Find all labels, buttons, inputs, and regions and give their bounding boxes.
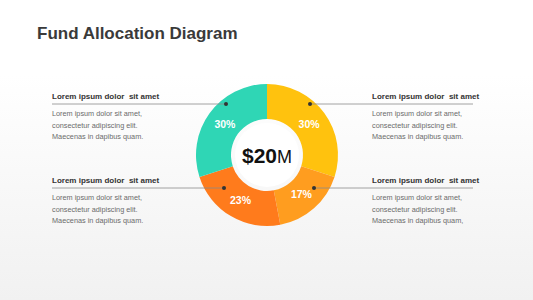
donut: $20M 30% 17% 23% 30% bbox=[196, 84, 338, 226]
leader-line bbox=[52, 104, 226, 105]
chart: Fund Allocation Diagram$20M30%17%23%30%L… bbox=[0, 0, 533, 300]
leader-line bbox=[310, 104, 473, 105]
leader-dot bbox=[222, 186, 226, 190]
leader-dot bbox=[224, 102, 228, 106]
annotation-text: Lorem ipsum dolor sit amet, bbox=[372, 193, 462, 202]
annotation-text: Lorem ipsum dolor sit amet, bbox=[52, 193, 142, 202]
annotation: Lorem ipsum dolor sit amet Lorem ipsum do… bbox=[52, 92, 228, 141]
center-label: $20M bbox=[242, 144, 292, 167]
annotation-text: Maecenas in dapibus quam, bbox=[372, 216, 463, 225]
annotation-heading: Lorem ipsum dolor sit amet bbox=[52, 176, 159, 185]
annotation-text: Lorem ipsum dolor sit amet, bbox=[52, 109, 142, 118]
annotation-text: consectetur adipiscing elit. bbox=[52, 121, 138, 130]
leader-line bbox=[52, 188, 224, 189]
annotation-heading: Lorem ipsum dolor sit amet bbox=[372, 176, 479, 185]
center-disc bbox=[235, 123, 299, 187]
leader-dot bbox=[308, 102, 312, 106]
annotation: Lorem ipsum dolor sit amet Lorem ipsum do… bbox=[312, 176, 479, 225]
data-label: 23% bbox=[230, 194, 252, 206]
data-label: 30% bbox=[214, 118, 236, 130]
annotation-text: Maecenas in dapibus quam. bbox=[372, 132, 463, 141]
annotation-text: Maecenas in dapibus quam. bbox=[52, 132, 143, 141]
data-label: 30% bbox=[299, 118, 321, 130]
data-label: 17% bbox=[291, 188, 313, 200]
annotation-text: Lorem ipsum dolor sit amet, bbox=[372, 109, 462, 118]
leader-dot bbox=[312, 186, 316, 190]
annotation-heading: Lorem ipsum dolor sit amet bbox=[372, 92, 479, 101]
annotation-text: Maecenas in dapibus quam. bbox=[52, 216, 143, 225]
annotation: Lorem ipsum dolor sit amet Lorem ipsum do… bbox=[308, 92, 479, 141]
annotation: Lorem ipsum dolor sit amet Lorem ipsum do… bbox=[52, 176, 226, 225]
annotation-text: consectetur adipiscing elit. bbox=[372, 121, 458, 130]
annotation-text: consectetur adipiscing elit. bbox=[372, 205, 458, 214]
annotation-heading: Lorem ipsum dolor sit amet bbox=[52, 92, 159, 101]
title: Fund Allocation Diagram bbox=[37, 24, 238, 43]
annotation-text: consectetur adipiscing elit. bbox=[52, 205, 138, 214]
leader-line bbox=[314, 188, 473, 189]
